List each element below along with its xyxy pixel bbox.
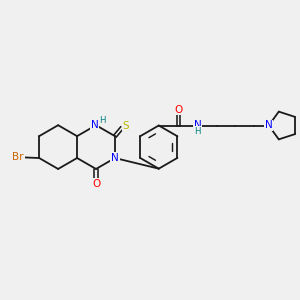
Text: Br: Br bbox=[12, 152, 24, 162]
Text: N: N bbox=[111, 153, 119, 163]
Text: H: H bbox=[99, 116, 106, 125]
Text: H: H bbox=[194, 127, 201, 136]
Text: O: O bbox=[175, 105, 183, 115]
Text: S: S bbox=[123, 121, 129, 130]
Text: O: O bbox=[92, 179, 100, 189]
Text: N: N bbox=[194, 121, 201, 130]
Text: N: N bbox=[265, 121, 273, 130]
Text: N: N bbox=[265, 121, 273, 130]
Text: N: N bbox=[91, 120, 98, 130]
